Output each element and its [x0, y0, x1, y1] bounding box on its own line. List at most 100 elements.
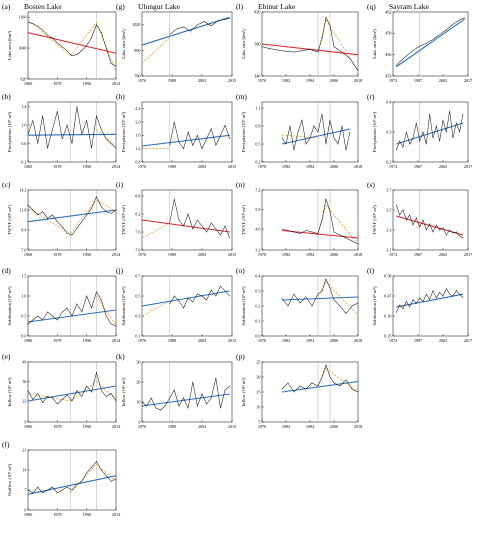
data-point	[42, 492, 44, 494]
data-point	[61, 489, 63, 491]
data-point	[445, 234, 447, 236]
data-point	[281, 388, 283, 390]
x-tick-label: 2015	[228, 78, 236, 83]
data-point	[415, 122, 417, 124]
y-axis-label: Inflow (10⁹ m³)	[241, 377, 246, 406]
data-point	[91, 147, 92, 149]
y-tick-label: 9.4	[21, 227, 27, 232]
data-point	[419, 297, 421, 299]
x-tick-label: 1960	[24, 81, 32, 86]
data-point	[297, 131, 299, 133]
x-tick-label: 1989	[168, 78, 176, 83]
plot-frame	[392, 275, 469, 337]
plot-frame	[141, 361, 233, 423]
y-tick-label: 7	[24, 487, 26, 492]
x-tick-label: 1970	[258, 338, 266, 343]
y-tick-label: 1160	[18, 15, 26, 20]
y-tick-label: 1.4	[21, 104, 27, 109]
data-point	[81, 221, 83, 223]
linear-trend-line	[141, 393, 230, 407]
data-point	[27, 21, 29, 23]
panel-label: (m)	[236, 92, 247, 101]
data-point	[110, 323, 112, 325]
plot-frame	[27, 11, 117, 80]
data-point	[71, 400, 73, 402]
data-point	[395, 149, 397, 151]
data-point	[215, 295, 217, 297]
x-tick-label: 2006	[330, 78, 338, 83]
panel-label: (c)	[2, 180, 11, 189]
data-point	[432, 137, 434, 139]
y-tick-label: 5	[258, 419, 260, 424]
data-point	[86, 295, 88, 297]
data-point	[432, 231, 434, 233]
y-tick-label: 0.4	[255, 273, 261, 278]
x-tick-label: 1972	[389, 164, 397, 169]
plot-frame	[261, 189, 359, 251]
x-tick-label: 1982	[282, 252, 290, 257]
x-tick-label: 1996	[82, 164, 90, 169]
data-point	[76, 106, 78, 107]
data-point	[435, 36, 437, 38]
data-point	[86, 120, 88, 121]
data-point	[459, 293, 461, 295]
y-axis-label: Outflow (10⁹ m³)	[7, 464, 12, 496]
y-tick-label: 7.0	[135, 247, 140, 252]
data-point	[425, 229, 427, 231]
linear-trend-line	[27, 133, 117, 136]
data-point	[325, 278, 327, 280]
x-tick-label: 1994	[306, 78, 315, 83]
data-point	[173, 389, 175, 391]
y-tick-label: 0.7	[135, 273, 140, 278]
data-point	[66, 486, 68, 488]
x-tick-label: 2018	[354, 164, 362, 169]
data-point	[445, 131, 447, 133]
x-tick-label: 1976	[138, 252, 146, 257]
data-point	[115, 65, 117, 67]
x-tick-label: 1996	[82, 512, 90, 517]
y-axis-label: Sublimation (10⁹ m³)	[121, 286, 126, 325]
y-axis-label: Precipitation (10⁹ m³)	[121, 112, 126, 152]
data-point	[299, 233, 301, 234]
y-tick-label: 1.0	[21, 293, 26, 298]
data-point	[105, 211, 107, 213]
y-tick-label: 1.2	[135, 146, 140, 151]
panel-label: (n)	[236, 180, 245, 189]
y-tick-label: 3.3	[386, 227, 391, 232]
plot-frame	[27, 361, 117, 423]
x-tick-label: 1989	[168, 164, 176, 169]
data-point	[229, 138, 231, 140]
lake-title: Sayram Lake	[389, 2, 429, 11]
data-point	[305, 143, 307, 145]
panel-p: (p) Inflow (10⁹ m³) 5 10 15 20 25 1970 1982 1994 2…	[236, 352, 362, 429]
y-tick-label: 20	[136, 379, 140, 384]
data-point	[313, 125, 315, 127]
data-point	[293, 293, 295, 295]
y-tick-label: 1.6	[135, 133, 140, 138]
data-point	[449, 229, 451, 231]
plot-frame	[261, 275, 359, 337]
data-point	[224, 19, 226, 20]
data-point	[425, 42, 427, 44]
y-tick-label: 5.9	[255, 207, 260, 212]
data-point	[309, 48, 311, 50]
panel-label: (e)	[2, 352, 11, 361]
panel-g: (g) Ulungur Lake Lake area (km²) 780 900 1020…	[116, 2, 236, 83]
linear-trend-line	[141, 219, 230, 233]
data-point	[317, 51, 319, 53]
y-tick-label: 920	[20, 76, 26, 81]
panel-r: (r) Precipitation (10⁹ m³) 0.2 0.3 0.4 1972 19…	[367, 92, 472, 169]
data-point	[86, 385, 88, 387]
x-tick-label: 1960	[24, 512, 32, 517]
data-point	[37, 393, 39, 394]
data-point	[110, 393, 112, 394]
data-point	[76, 227, 78, 229]
plot-frame	[392, 189, 469, 251]
data-point	[201, 225, 203, 227]
data-point	[349, 131, 351, 133]
data-point	[56, 221, 58, 223]
panel-i: (i) TWVF (10⁹ m³) 7.0 7.6 8.2 8.8 1976 1989 2002…	[116, 180, 236, 257]
data-point	[329, 119, 331, 121]
data-point	[287, 230, 289, 231]
x-tick-label: 1987	[414, 252, 422, 257]
